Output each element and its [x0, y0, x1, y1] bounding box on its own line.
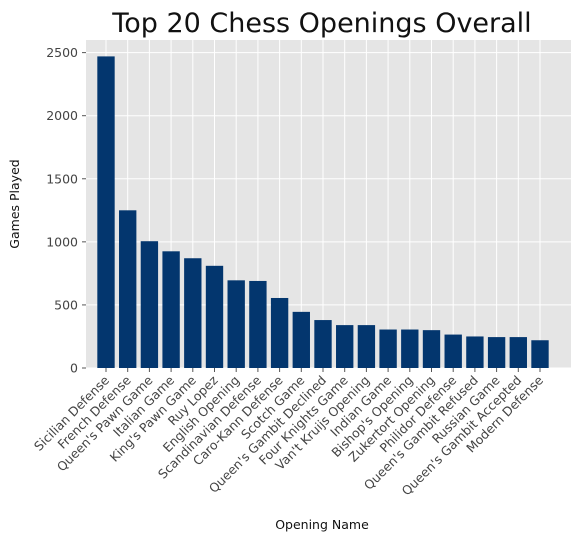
bar [119, 210, 137, 368]
y-axis-label: Games Played [7, 159, 22, 248]
bar [509, 337, 527, 368]
x-axis-label: Opening Name [275, 517, 369, 532]
bar [249, 280, 267, 368]
bar [466, 336, 484, 368]
bar [357, 325, 376, 368]
y-tick-label: 2000 [46, 108, 78, 123]
bar [227, 280, 245, 368]
bar [292, 311, 310, 368]
bar [314, 320, 332, 368]
bar [97, 56, 115, 369]
bar [336, 325, 354, 368]
bar [270, 297, 289, 368]
bar [162, 251, 180, 368]
y-tick-label: 0 [70, 361, 78, 376]
y-tick-label: 500 [54, 297, 78, 312]
bar [379, 329, 397, 368]
bar [401, 329, 419, 368]
bar [487, 337, 506, 368]
plot-background [86, 40, 571, 368]
chart-title: Top 20 Chess Openings Overall [111, 8, 531, 39]
y-tick-label: 1000 [46, 234, 78, 249]
bar [140, 241, 159, 368]
bar [205, 265, 224, 368]
bar [444, 334, 462, 368]
y-tick-label: 1500 [46, 171, 78, 186]
y-tick-label: 2500 [46, 45, 78, 60]
bars [97, 56, 549, 369]
y-axis-ticks: 0 500 1000 1500 2000 2500 [46, 45, 86, 376]
bar [531, 340, 549, 368]
bar [422, 330, 441, 368]
bar [184, 258, 202, 368]
